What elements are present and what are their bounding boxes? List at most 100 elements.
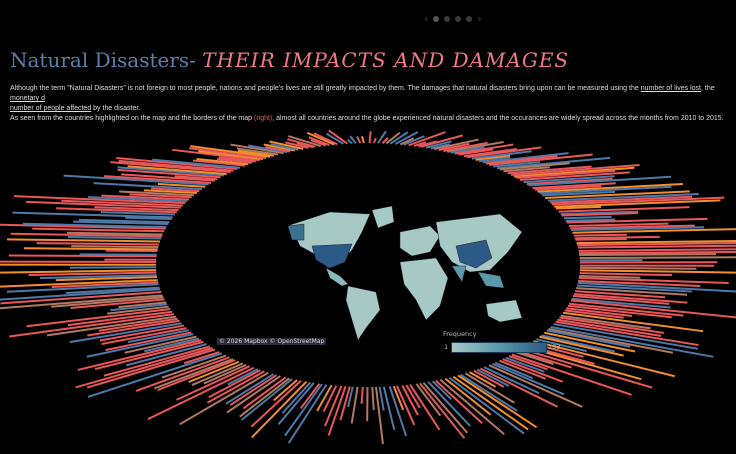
radial-bar[interactable] xyxy=(310,139,327,147)
radial-bar[interactable] xyxy=(77,339,202,371)
radial-bar[interactable] xyxy=(544,331,636,353)
radial-bar[interactable] xyxy=(476,368,510,387)
radial-bar[interactable] xyxy=(99,324,185,342)
radial-bar[interactable] xyxy=(105,331,192,352)
radial-bar[interactable] xyxy=(32,227,165,233)
radial-bar[interactable] xyxy=(100,211,176,216)
radial-bar[interactable] xyxy=(175,365,251,401)
radial-bar[interactable] xyxy=(183,351,220,365)
radial-bar[interactable] xyxy=(450,146,485,154)
radial-bar[interactable] xyxy=(572,228,736,234)
radial-bar[interactable] xyxy=(239,377,290,418)
radial-bar[interactable] xyxy=(578,251,736,255)
radial-bar[interactable] xyxy=(408,131,446,147)
radial-bar[interactable] xyxy=(328,129,348,145)
radial-bar[interactable] xyxy=(7,238,160,243)
radial-bar[interactable] xyxy=(558,206,690,213)
radial-bar[interactable] xyxy=(269,140,304,150)
radial-bar[interactable] xyxy=(161,354,227,379)
radial-bar[interactable] xyxy=(422,382,469,434)
radial-bar[interactable] xyxy=(225,373,274,405)
radial-bar[interactable] xyxy=(389,131,409,145)
radial-bar[interactable] xyxy=(577,281,736,293)
radial-bar[interactable] xyxy=(229,374,278,407)
radial-bar[interactable] xyxy=(103,345,211,377)
radial-bar[interactable] xyxy=(46,315,177,337)
radial-bar[interactable] xyxy=(377,130,387,144)
radial-bar[interactable] xyxy=(537,182,684,193)
radial-bar[interactable] xyxy=(126,343,207,367)
radial-bar[interactable] xyxy=(154,358,234,390)
radial-bar[interactable] xyxy=(86,348,216,389)
radial-bar[interactable] xyxy=(103,175,212,184)
radial-bar[interactable] xyxy=(403,135,425,146)
map-attribution[interactable]: © 2026 Mapbox © OpenStreetMap xyxy=(217,338,327,345)
radial-bar[interactable] xyxy=(519,171,630,181)
radial-bar[interactable] xyxy=(339,386,351,421)
radial-bar[interactable] xyxy=(578,277,729,285)
radial-bar[interactable] xyxy=(439,378,505,435)
radial-bar[interactable] xyxy=(241,378,293,421)
radial-bar[interactable] xyxy=(413,141,427,147)
radial-bar[interactable] xyxy=(575,238,627,241)
radial-bar[interactable] xyxy=(313,132,338,146)
monetary-link[interactable]: monetary d xyxy=(10,95,46,102)
radial-bar[interactable] xyxy=(287,384,328,444)
radial-bar[interactable] xyxy=(579,272,673,277)
radial-bar[interactable] xyxy=(579,275,641,279)
radial-bar[interactable] xyxy=(521,348,653,389)
radial-bar[interactable] xyxy=(576,284,693,293)
radial-bar[interactable] xyxy=(534,185,602,191)
radial-bar[interactable] xyxy=(396,385,416,426)
radial-bar[interactable] xyxy=(385,131,401,145)
radial-bar[interactable] xyxy=(539,185,672,195)
radial-bar[interactable] xyxy=(78,218,170,224)
radial-bar[interactable] xyxy=(493,161,541,168)
radial-bar[interactable] xyxy=(570,224,695,230)
radial-bar[interactable] xyxy=(485,155,558,165)
radial-bar[interactable] xyxy=(116,157,238,170)
radial-bar[interactable] xyxy=(157,359,236,391)
radial-bar[interactable] xyxy=(285,141,309,149)
radial-bar[interactable] xyxy=(561,212,638,217)
radial-bar[interactable] xyxy=(94,206,179,212)
page-dot[interactable] xyxy=(455,15,462,22)
people-affected-link[interactable]: number of people affected xyxy=(10,105,92,112)
radial-bar[interactable] xyxy=(381,137,389,144)
radial-bar[interactable] xyxy=(203,363,247,385)
radial-bar[interactable] xyxy=(51,281,159,289)
radial-bar[interactable] xyxy=(488,364,583,408)
radial-bar[interactable] xyxy=(463,147,517,158)
radial-bar[interactable] xyxy=(492,362,565,396)
radial-bar[interactable] xyxy=(327,385,347,436)
radial-bar[interactable] xyxy=(533,340,675,378)
radial-bar[interactable] xyxy=(409,384,441,431)
radial-bar[interactable] xyxy=(273,379,298,402)
radial-bar[interactable] xyxy=(566,217,708,224)
radial-bar[interactable] xyxy=(479,367,559,408)
radial-bar[interactable] xyxy=(93,182,203,191)
radial-bar[interactable] xyxy=(101,194,190,201)
radial-bar[interactable] xyxy=(540,334,615,353)
radial-bar[interactable] xyxy=(296,141,314,149)
radial-bar[interactable] xyxy=(287,138,316,148)
radial-bar[interactable] xyxy=(39,274,157,280)
radial-bar[interactable] xyxy=(573,293,688,304)
radial-bar[interactable] xyxy=(560,210,639,216)
radial-bar[interactable] xyxy=(251,381,308,439)
radial-bar[interactable] xyxy=(435,379,483,425)
radial-bar[interactable] xyxy=(550,326,714,358)
radial-bar[interactable] xyxy=(191,362,244,387)
radial-bar[interactable] xyxy=(578,279,701,287)
radial-bar[interactable] xyxy=(120,173,215,182)
radial-bar[interactable] xyxy=(306,131,335,146)
radial-bar[interactable] xyxy=(523,175,615,184)
radial-bar[interactable] xyxy=(206,370,265,404)
radial-bar[interactable] xyxy=(0,291,162,305)
radial-bar[interactable] xyxy=(433,138,479,151)
radial-bar[interactable] xyxy=(10,232,162,238)
radial-bar[interactable] xyxy=(572,294,670,305)
radial-bar[interactable] xyxy=(157,182,206,188)
radial-bar[interactable] xyxy=(284,383,323,437)
radial-bar[interactable] xyxy=(568,222,669,228)
